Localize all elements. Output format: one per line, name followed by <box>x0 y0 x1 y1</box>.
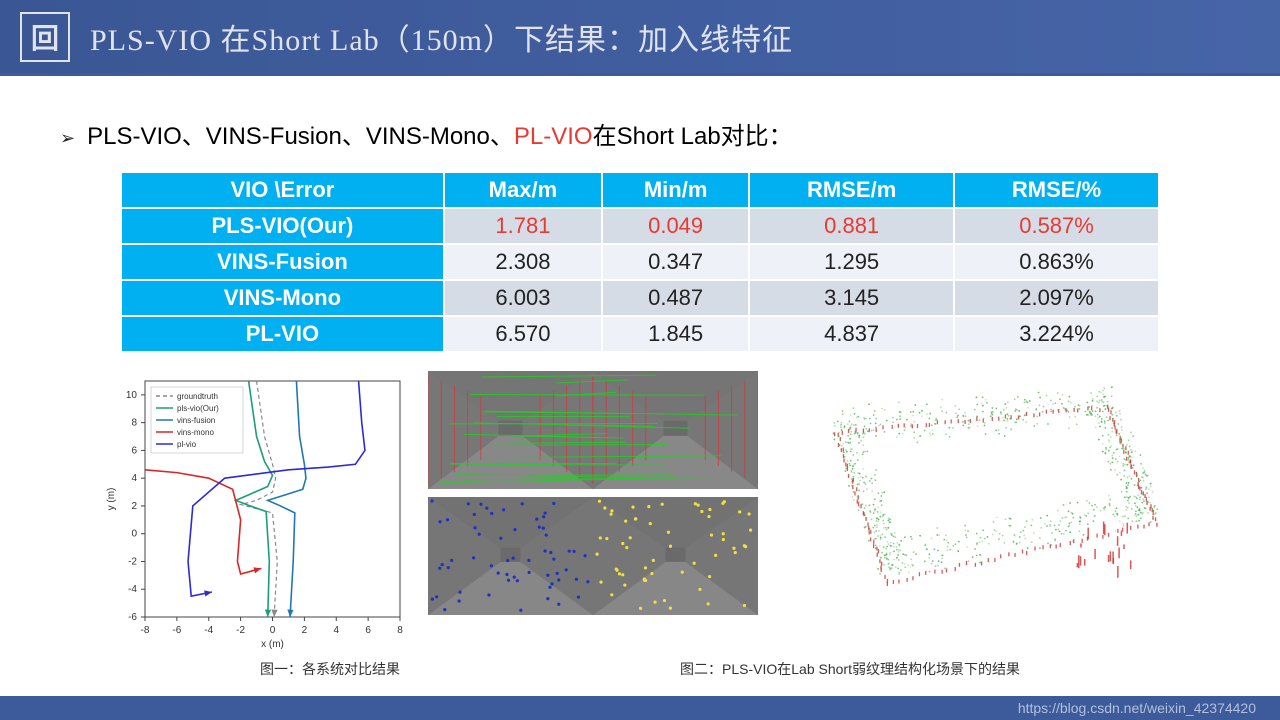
bullet-prefix: PLS-VIO、VINS-Fusion、VINS-Mono、 <box>87 123 514 150</box>
svg-text:8: 8 <box>397 625 403 636</box>
table-row-header: VINS-Fusion <box>121 244 444 280</box>
svg-text:y (m): y (m) <box>106 488 117 511</box>
table-cell: 2.308 <box>444 244 602 280</box>
table-cell: 1.781 <box>444 208 602 244</box>
table-cell: 1.295 <box>749 244 954 280</box>
svg-text:6: 6 <box>131 445 137 456</box>
svg-text:-4: -4 <box>128 584 137 595</box>
caption-left: 图一：各系统对比结果 <box>260 659 400 679</box>
caption-right: 图二：PLS-VIO在Lab Short弱纹理结构化场景下的结果 <box>680 659 1020 679</box>
svg-text:-8: -8 <box>141 625 150 636</box>
table-cell: 0.487 <box>602 280 749 316</box>
svg-text:0: 0 <box>131 529 137 540</box>
logo-icon: 回 <box>20 12 70 62</box>
svg-text:-4: -4 <box>204 625 213 636</box>
table-cell: 3.224% <box>954 316 1159 352</box>
svg-text:2: 2 <box>131 501 137 512</box>
figure-trajectory: -8 -6 -4 -2 0 2 4 6 8 -6 -4 -2 0 2 4 6 8 10 x (m) y (m) grou… <box>100 371 410 651</box>
figure-corridor <box>428 371 758 651</box>
svg-text:-6: -6 <box>128 612 137 623</box>
figure-pointcloud <box>776 371 1176 651</box>
slide-header: 回 PLS-VIO 在Short Lab（150m）下结果：加入线特征 <box>0 0 1280 76</box>
svg-text:8: 8 <box>131 418 137 429</box>
table-row-header: PL-VIO <box>121 316 444 352</box>
svg-text:groundtruth: groundtruth <box>177 392 218 401</box>
svg-text:2: 2 <box>302 625 308 636</box>
table-cell: 4.837 <box>749 316 954 352</box>
svg-text:0: 0 <box>270 625 276 636</box>
table-cell: 0.049 <box>602 208 749 244</box>
table-cell: 1.845 <box>602 316 749 352</box>
table-cell: 0.347 <box>602 244 749 280</box>
table-cell: 6.003 <box>444 280 602 316</box>
table-header-cell: RMSE/% <box>954 172 1159 208</box>
table-cell: 0.587% <box>954 208 1159 244</box>
table-cell: 3.145 <box>749 280 954 316</box>
svg-text:vins-fusion: vins-fusion <box>177 416 215 425</box>
comparison-table: VIO \ErrorMax/mMin/mRMSE/mRMSE/% PLS-VIO… <box>120 171 1160 353</box>
table-header-cell: RMSE/m <box>749 172 954 208</box>
slide-content: ➢ PLS-VIO、VINS-Fusion、VINS-Mono、PL-VIO在S… <box>0 76 1280 679</box>
table-row: PL-VIO6.5701.8454.8373.224% <box>121 316 1159 352</box>
svg-text:x (m): x (m) <box>261 639 284 650</box>
table-row: VINS-Fusion2.3080.3471.2950.863% <box>121 244 1159 280</box>
table-cell: 2.097% <box>954 280 1159 316</box>
svg-text:pl-vio: pl-vio <box>177 440 197 449</box>
table-header-cell: Max/m <box>444 172 602 208</box>
bullet-line: ➢ PLS-VIO、VINS-Fusion、VINS-Mono、PL-VIO在S… <box>60 116 1220 151</box>
table-cell: 0.881 <box>749 208 954 244</box>
svg-text:-2: -2 <box>236 625 245 636</box>
svg-text:pls-vio(Our): pls-vio(Our) <box>177 404 219 413</box>
table-row: VINS-Mono6.0030.4873.1452.097% <box>121 280 1159 316</box>
table-cell: 6.570 <box>444 316 602 352</box>
svg-text:-6: -6 <box>172 625 181 636</box>
svg-text:10: 10 <box>126 390 138 401</box>
svg-text:6: 6 <box>365 625 371 636</box>
watermark: https://blog.csdn.net/weixin_42374420 <box>1018 700 1256 716</box>
table-header-cell: VIO \Error <box>121 172 444 208</box>
bullet-icon: ➢ <box>60 128 75 149</box>
table-cell: 0.863% <box>954 244 1159 280</box>
figures-row: -8 -6 -4 -2 0 2 4 6 8 -6 -4 -2 0 2 4 6 8 10 x (m) y (m) grou… <box>60 371 1220 651</box>
bullet-suffix: 在Short Lab对比： <box>593 123 793 150</box>
table-header-cell: Min/m <box>602 172 749 208</box>
svg-text:4: 4 <box>333 625 339 636</box>
table-row-header: VINS-Mono <box>121 280 444 316</box>
table-row-header: PLS-VIO(Our) <box>121 208 444 244</box>
svg-text:vins-mono: vins-mono <box>177 428 214 437</box>
table-row: PLS-VIO(Our)1.7810.0490.8810.587% <box>121 208 1159 244</box>
slide-title: PLS-VIO 在Short Lab（150m）下结果：加入线特征 <box>90 15 793 59</box>
bullet-highlight: PL-VIO <box>514 123 593 150</box>
svg-text:4: 4 <box>131 473 137 484</box>
svg-text:-2: -2 <box>128 556 137 567</box>
caption-row: 图一：各系统对比结果 图二：PLS-VIO在Lab Short弱纹理结构化场景下… <box>60 651 1220 679</box>
